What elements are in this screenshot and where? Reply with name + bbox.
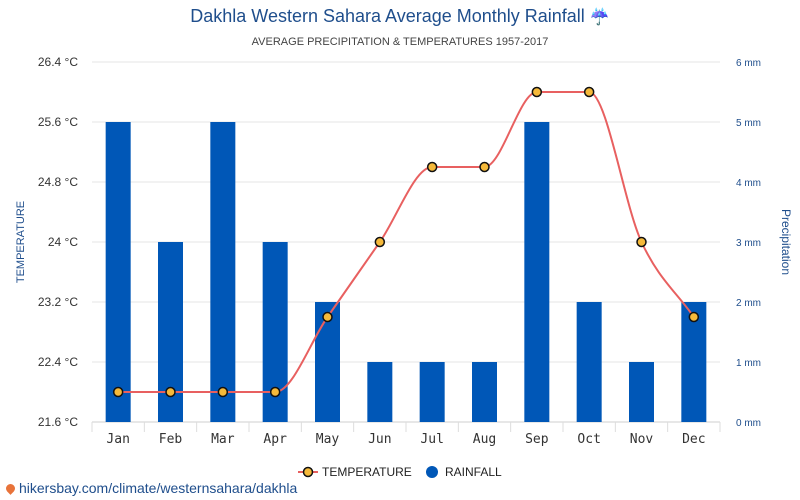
y-right-tick-label: 2 mm xyxy=(736,298,761,309)
umbrella-rain-icon: ☔ xyxy=(589,9,610,26)
temperature-point-dec xyxy=(688,311,700,323)
y-right-tick-label: 5 mm xyxy=(736,118,761,129)
x-tick-label: Aug xyxy=(473,432,496,447)
rainfall-bar-aug xyxy=(472,362,497,422)
x-tick-label: Feb xyxy=(159,432,183,447)
chart-title: Dakhla Western Sahara Average Monthly Ra… xyxy=(190,6,610,26)
x-tick-label: Mar xyxy=(211,432,235,447)
rainfall-bar-mar xyxy=(210,122,236,422)
legend: TEMPERATURE RAINFALL xyxy=(298,465,502,479)
rainfall-bar-jul xyxy=(419,362,445,422)
y-right-axis-label: Precipitation xyxy=(779,209,793,275)
x-tick-label: Nov xyxy=(630,432,654,447)
temperature-point-jul xyxy=(426,161,438,173)
temperature-point-jun xyxy=(374,236,386,248)
temperature-point-oct xyxy=(583,86,595,98)
x-tick-label: May xyxy=(316,432,340,447)
y-left-tick-label: 26.4 °C xyxy=(38,55,78,69)
y-right-tick-label: 1 mm xyxy=(736,358,761,369)
y-right-tick-label: 4 mm xyxy=(736,178,761,189)
y-right-tick-label: 3 mm xyxy=(736,238,761,249)
y-left-tick-label: 22.4 °C xyxy=(38,355,78,369)
source-text: hikersbay.com/climate/westernsahara/dakh… xyxy=(19,480,298,496)
x-tick-label: Oct xyxy=(577,432,600,447)
rainfall-bar-sep xyxy=(524,122,550,422)
temperature-point-jan xyxy=(112,386,124,398)
temperature-point-nov xyxy=(636,236,647,248)
temperature-point-sep xyxy=(531,86,543,98)
y-left-tick-label: 24 °C xyxy=(48,235,78,249)
y-left-tick-label: 21.6 °C xyxy=(38,415,78,429)
rainfall-bar-oct xyxy=(576,302,602,422)
y-left-axis-label: TEMPERATURE xyxy=(15,201,27,283)
rainfall-bar-jun xyxy=(367,362,393,422)
legend-rainfall-marker xyxy=(426,466,438,478)
x-tick-label: Sep xyxy=(525,432,549,447)
x-tick-label: Jul xyxy=(420,432,443,447)
temperature-point-feb xyxy=(165,386,176,398)
y-left-tick-label: 25.6 °C xyxy=(38,115,78,129)
temperature-point-aug xyxy=(479,161,490,173)
x-tick-label: Dec xyxy=(682,432,705,447)
legend-rainfall-label: RAINFALL xyxy=(445,465,502,479)
y-left-tick-label: 23.2 °C xyxy=(38,295,78,309)
temperature-point-may xyxy=(322,311,333,323)
legend-temperature-marker xyxy=(302,466,314,478)
rainfall-bar-nov xyxy=(629,362,654,422)
x-tick-label: Apr xyxy=(263,432,287,447)
rainfall-bar-jan xyxy=(105,122,131,422)
legend-temperature-label: TEMPERATURE xyxy=(322,465,412,479)
temperature-point-mar xyxy=(217,386,229,398)
y-right-tick-label: 6 mm xyxy=(736,58,761,69)
temperature-point-apr xyxy=(269,386,281,398)
chart-subtitle: AVERAGE PRECIPITATION & TEMPERATURES 195… xyxy=(251,36,549,48)
map-pin-icon xyxy=(4,481,17,495)
y-right-tick-label: 0 mm xyxy=(736,418,761,429)
x-tick-label: Jun xyxy=(368,432,391,447)
y-left-tick-label: 24.8 °C xyxy=(38,175,78,189)
x-tick-label: Jan xyxy=(106,432,129,447)
source-link[interactable]: hikersbay.com/climate/westernsahara/dakh… xyxy=(4,480,298,496)
